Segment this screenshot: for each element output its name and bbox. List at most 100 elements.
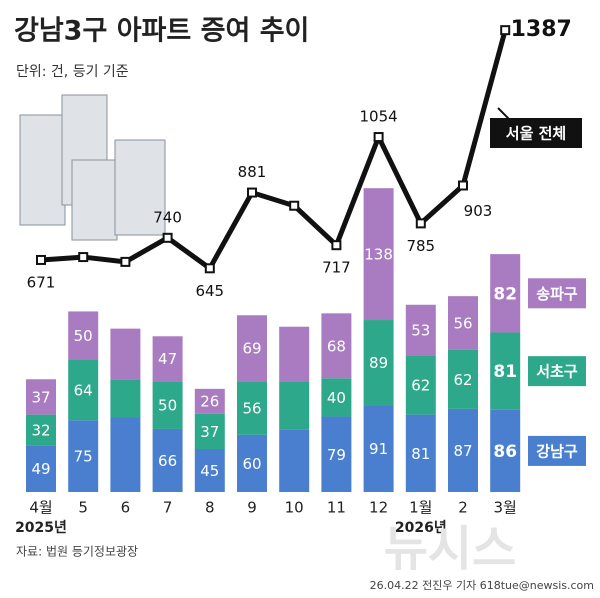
bar-value-label: 69 [242, 340, 261, 358]
x-tick-label: 8 [205, 499, 215, 517]
bar-segment [194, 449, 225, 492]
bar-segment [363, 320, 394, 406]
bar-value-label: 62 [411, 377, 430, 395]
bar-segment [152, 428, 183, 492]
bar-value-label: 56 [242, 399, 261, 417]
bar-value-label: 49 [31, 460, 50, 478]
line-value-label: 881 [238, 163, 267, 181]
line-point [289, 200, 300, 211]
bar-segment [194, 413, 225, 450]
bar-value-label: 138 [364, 246, 393, 264]
line-point [458, 180, 468, 191]
x-tick-label: 9 [247, 499, 257, 517]
bar-value-label: 37 [31, 388, 50, 406]
year-label: 2025년 [15, 520, 67, 536]
line-value-label: 1387 [511, 17, 572, 42]
bar-segment [68, 359, 99, 421]
x-tick-label: 7 [163, 499, 173, 517]
bar-value-label: 87 [453, 442, 472, 460]
x-tick-label: 12 [369, 499, 388, 517]
legend-label: 강남구 [536, 442, 578, 460]
bar-segment [448, 349, 478, 409]
bar-value-label: 53 [411, 322, 430, 340]
bar-segment [237, 434, 267, 492]
bar-segment [490, 332, 521, 410]
x-tick-label: 11 [327, 499, 346, 517]
line-point [36, 254, 46, 265]
line-value-label: 1054 [360, 108, 398, 126]
line-point [78, 252, 89, 263]
x-tick-label: 3월 [494, 499, 517, 517]
bar-segment [321, 313, 352, 379]
line-value-label: 903 [464, 202, 493, 220]
bar-segment [405, 355, 436, 415]
bar-segment [363, 405, 394, 492]
line-point [247, 187, 257, 198]
bar-segment [405, 304, 436, 356]
bar-value-label: 89 [369, 354, 388, 372]
credit: 26.04.22 전진우 기자 618tue@newsis.com [370, 579, 594, 592]
bar-segment [26, 445, 56, 492]
bar-segment [237, 315, 267, 382]
bar-segment [110, 379, 141, 418]
bar-value-label: 26 [200, 393, 219, 411]
bar-segment [194, 388, 225, 414]
legend-box [528, 435, 586, 466]
line-value-label: 645 [195, 282, 224, 300]
bar-segment [448, 408, 478, 492]
bar-value-label: 50 [74, 327, 93, 345]
chart-subtitle: 단위: 건, 등기 기준 [16, 64, 129, 80]
bar-segment [279, 429, 310, 492]
bar-segment [321, 378, 352, 417]
line-value-label: 740 [153, 208, 182, 226]
bar-value-label: 62 [453, 371, 472, 389]
bar-value-label: 60 [242, 455, 261, 473]
bar-value-label: 40 [327, 389, 346, 407]
bar-segment [279, 381, 310, 430]
x-tick-label: 10 [285, 499, 304, 517]
x-tick-label: 1월 [409, 499, 432, 517]
line-value-label: 671 [27, 273, 56, 291]
bar-segment [68, 311, 99, 360]
bar-segment [26, 414, 56, 446]
bar-segment [237, 381, 267, 435]
bar-segment [152, 336, 183, 382]
year-label: 2026년 [395, 520, 447, 536]
line-point [331, 240, 342, 251]
line-point [204, 263, 215, 274]
bar-value-label: 64 [74, 381, 93, 399]
source: 자료: 법원 등기정보광장 [16, 545, 138, 559]
legend-label: 서울 전체 [506, 125, 566, 143]
legend-label: 서초구 [536, 363, 578, 381]
watermark: 뉴시스 [384, 521, 516, 577]
bar-segment [279, 326, 310, 382]
bar-value-label: 91 [369, 440, 388, 458]
bar-segment [490, 254, 521, 333]
bar-value-label: 81 [493, 362, 517, 382]
bar-segment [26, 379, 56, 415]
legend-label: 송파구 [536, 285, 578, 303]
line [40, 29, 508, 271]
bar-value-label: 50 [158, 397, 177, 415]
legend-box [528, 356, 586, 387]
bar-value-label: 47 [158, 350, 177, 368]
bar-segment [363, 188, 394, 321]
bar-value-label: 79 [327, 446, 346, 464]
bar-value-label: 68 [327, 337, 346, 355]
bar-segment [110, 328, 141, 380]
chart-title: 강남3구 아파트 증여 추이 [14, 16, 309, 47]
bar-value-label: 66 [158, 452, 177, 470]
bar-value-label: 32 [31, 421, 50, 439]
bar-segment [490, 409, 521, 492]
x-tick-label: 2 [458, 499, 468, 517]
line-point [415, 218, 426, 229]
line-point [120, 256, 131, 267]
bar-segment [448, 296, 478, 350]
building-illustration [19, 94, 166, 241]
bar-value-label: 45 [200, 462, 219, 480]
x-tick-label: 4월 [29, 499, 52, 517]
bar-segment [68, 420, 99, 492]
x-tick-label: 6 [121, 499, 131, 517]
